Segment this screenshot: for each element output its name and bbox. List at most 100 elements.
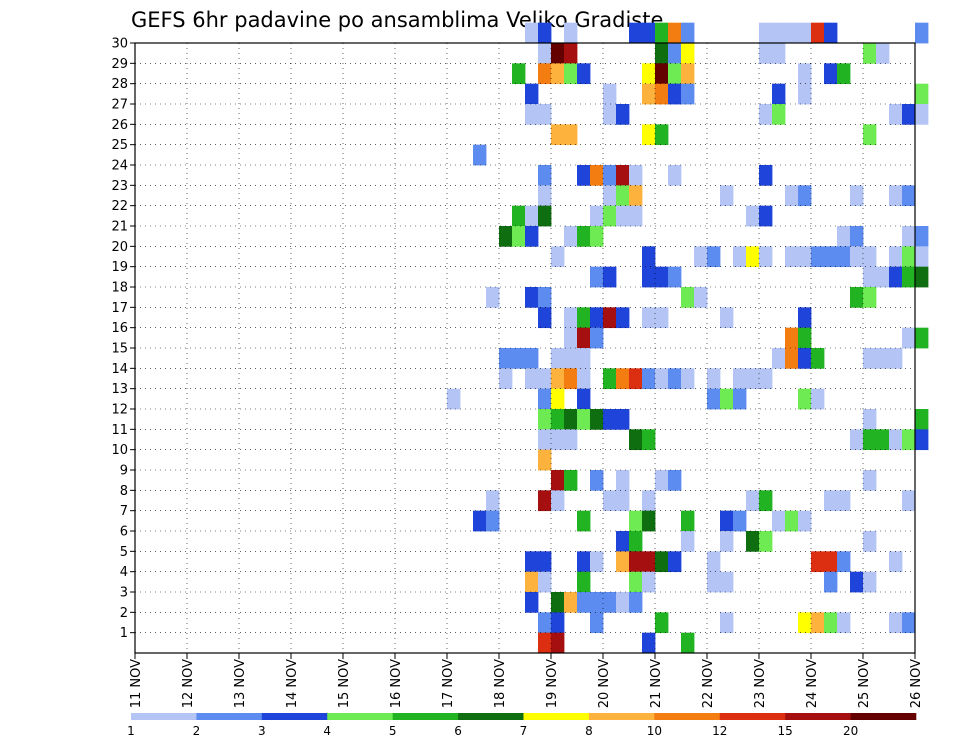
heatmap-cell [564,63,578,85]
heatmap-cell [577,409,591,430]
x-tick-label: 25 NOV [857,659,872,708]
heatmap-cell [512,226,526,247]
heatmap-cell [655,368,669,390]
legend-swatch [523,713,590,720]
legend-swatch [785,713,851,720]
legend-label: 3 [258,724,266,738]
heatmap-cell [525,83,539,105]
heatmap-cell [798,83,812,105]
heatmap-cell [681,83,695,105]
heatmap-cell [785,327,799,349]
heatmap-cell [577,510,591,532]
legend-label: 10 [647,724,662,738]
heatmap-cell [811,388,825,410]
y-tick-label: 29 [111,57,128,72]
heatmap-cell [785,185,799,207]
heatmap-cell [538,104,552,125]
heatmap-cell [538,43,552,64]
x-tick-label: 16 NOV [389,659,404,708]
heatmap-cell [642,368,656,390]
heatmap-cell [655,43,669,64]
heatmap-cell [538,571,552,593]
heatmap-cell [850,226,864,247]
heatmap-cell [850,246,864,268]
heatmap-cell [551,43,565,64]
y-tick-label: 13 [111,382,128,397]
heatmap-cell [603,165,617,186]
y-tick-label: 14 [111,362,128,377]
heatmap-cell [525,348,539,369]
legend-swatch [261,713,328,720]
heatmap-cell [668,470,682,491]
y-tick-label: 8 [120,484,128,499]
heatmap-cell [746,368,760,390]
legend-swatch [850,713,917,720]
heatmap-cell [915,429,929,451]
heatmap-cell [642,632,656,654]
heatmap-cell [564,226,578,247]
heatmap-cell [590,165,604,186]
heatmap-cell [837,63,851,85]
heatmap-cell [720,510,734,532]
heatmap-cell [564,307,578,329]
heatmap-cell [668,368,682,390]
heatmap-cell [668,165,682,186]
heatmap-cell [915,246,929,268]
heatmap-cell [863,409,877,430]
heatmap-cell [616,368,630,390]
heatmap-cell [538,409,552,430]
y-tick-label: 10 [111,443,128,458]
heatmap-cell [746,531,760,552]
heatmap-cell [551,429,565,451]
heatmap-cell [603,104,617,125]
heatmap-cell [772,510,786,532]
heatmap-cell [772,83,786,105]
heatmap-cell [811,246,825,268]
heatmap-cell [902,104,916,125]
heatmap-cell [629,205,643,227]
y-tick-label: 7 [120,504,128,519]
heatmap-cell [759,368,773,390]
heatmap-cell [785,348,799,369]
heatmap-cell [577,368,591,390]
heatmap-cell [681,632,695,654]
heatmap-cell [668,63,682,85]
x-tick-label: 17 NOV [441,659,456,708]
heatmap-cell [473,144,487,166]
x-tick-label: 19 NOV [545,659,560,708]
y-tick-label: 1 [120,626,128,641]
heatmap-cell [564,470,578,491]
heatmap-cell [577,63,591,85]
heatmap-cell [551,490,565,512]
y-tick-label: 20 [111,240,128,255]
heatmap-cell [772,22,786,44]
heatmap-cell [655,63,669,85]
heatmap-cell [863,43,877,64]
heatmap-cell [876,348,890,369]
heatmap-cell [629,429,643,451]
y-tick-label: 19 [111,260,128,275]
heatmap-cell [681,22,695,44]
y-tick-label: 6 [120,525,128,540]
heatmap-cell [850,571,864,593]
heatmap-cell [798,307,812,329]
heatmap-cell [889,246,903,268]
heatmap-cell [863,531,877,552]
x-tick-label: 15 NOV [337,659,352,708]
y-tick-label: 22 [111,199,128,214]
heatmap-cell [824,246,838,268]
heatmap-cell [538,63,552,85]
heatmap-cell [902,429,916,451]
legend-swatch [196,713,263,720]
heatmap-cell [889,104,903,125]
heatmap-cell [733,368,747,390]
heatmap-cell [577,165,591,186]
heatmap-cell [902,266,916,288]
chart-title: GEFS 6hr padavine po ansamblima Veliko G… [131,8,663,32]
heatmap-cell [642,63,656,85]
heatmap-cell [824,612,838,634]
heatmap-cell [603,409,617,430]
heatmap-cell [707,388,721,410]
heatmap-cell [642,22,656,44]
heatmap-cell [681,510,695,532]
